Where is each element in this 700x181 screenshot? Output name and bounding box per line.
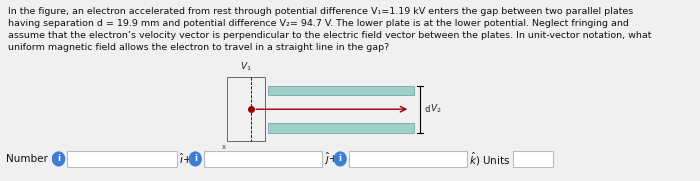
Text: $\hat{\imath}$+: $\hat{\imath}$+ [179,152,192,166]
Bar [267,86,414,95]
Circle shape [190,152,201,166]
Bar [228,77,265,141]
Bar [349,151,467,167]
Bar [204,151,322,167]
Circle shape [335,152,346,166]
Text: Number (: Number ( [6,154,55,164]
Text: i: i [339,154,342,163]
Bar [513,151,554,167]
Text: $V_2$: $V_2$ [430,103,441,115]
Text: ∨: ∨ [546,156,551,162]
Text: In the figure, an electron accelerated from rest through potential difference V₁: In the figure, an electron accelerated f… [8,7,652,52]
Text: $V_1$: $V_1$ [240,61,252,73]
Circle shape [52,152,64,166]
Bar [267,123,414,133]
Bar [67,151,176,167]
Text: i: i [194,154,197,163]
Text: $\hat{\jmath}$+: $\hat{\jmath}$+ [324,151,338,167]
Text: $\hat{k}$) Units: $\hat{k}$) Units [469,150,511,168]
Text: x: x [221,144,225,150]
Text: i: i [57,154,60,163]
Text: d: d [424,105,430,114]
